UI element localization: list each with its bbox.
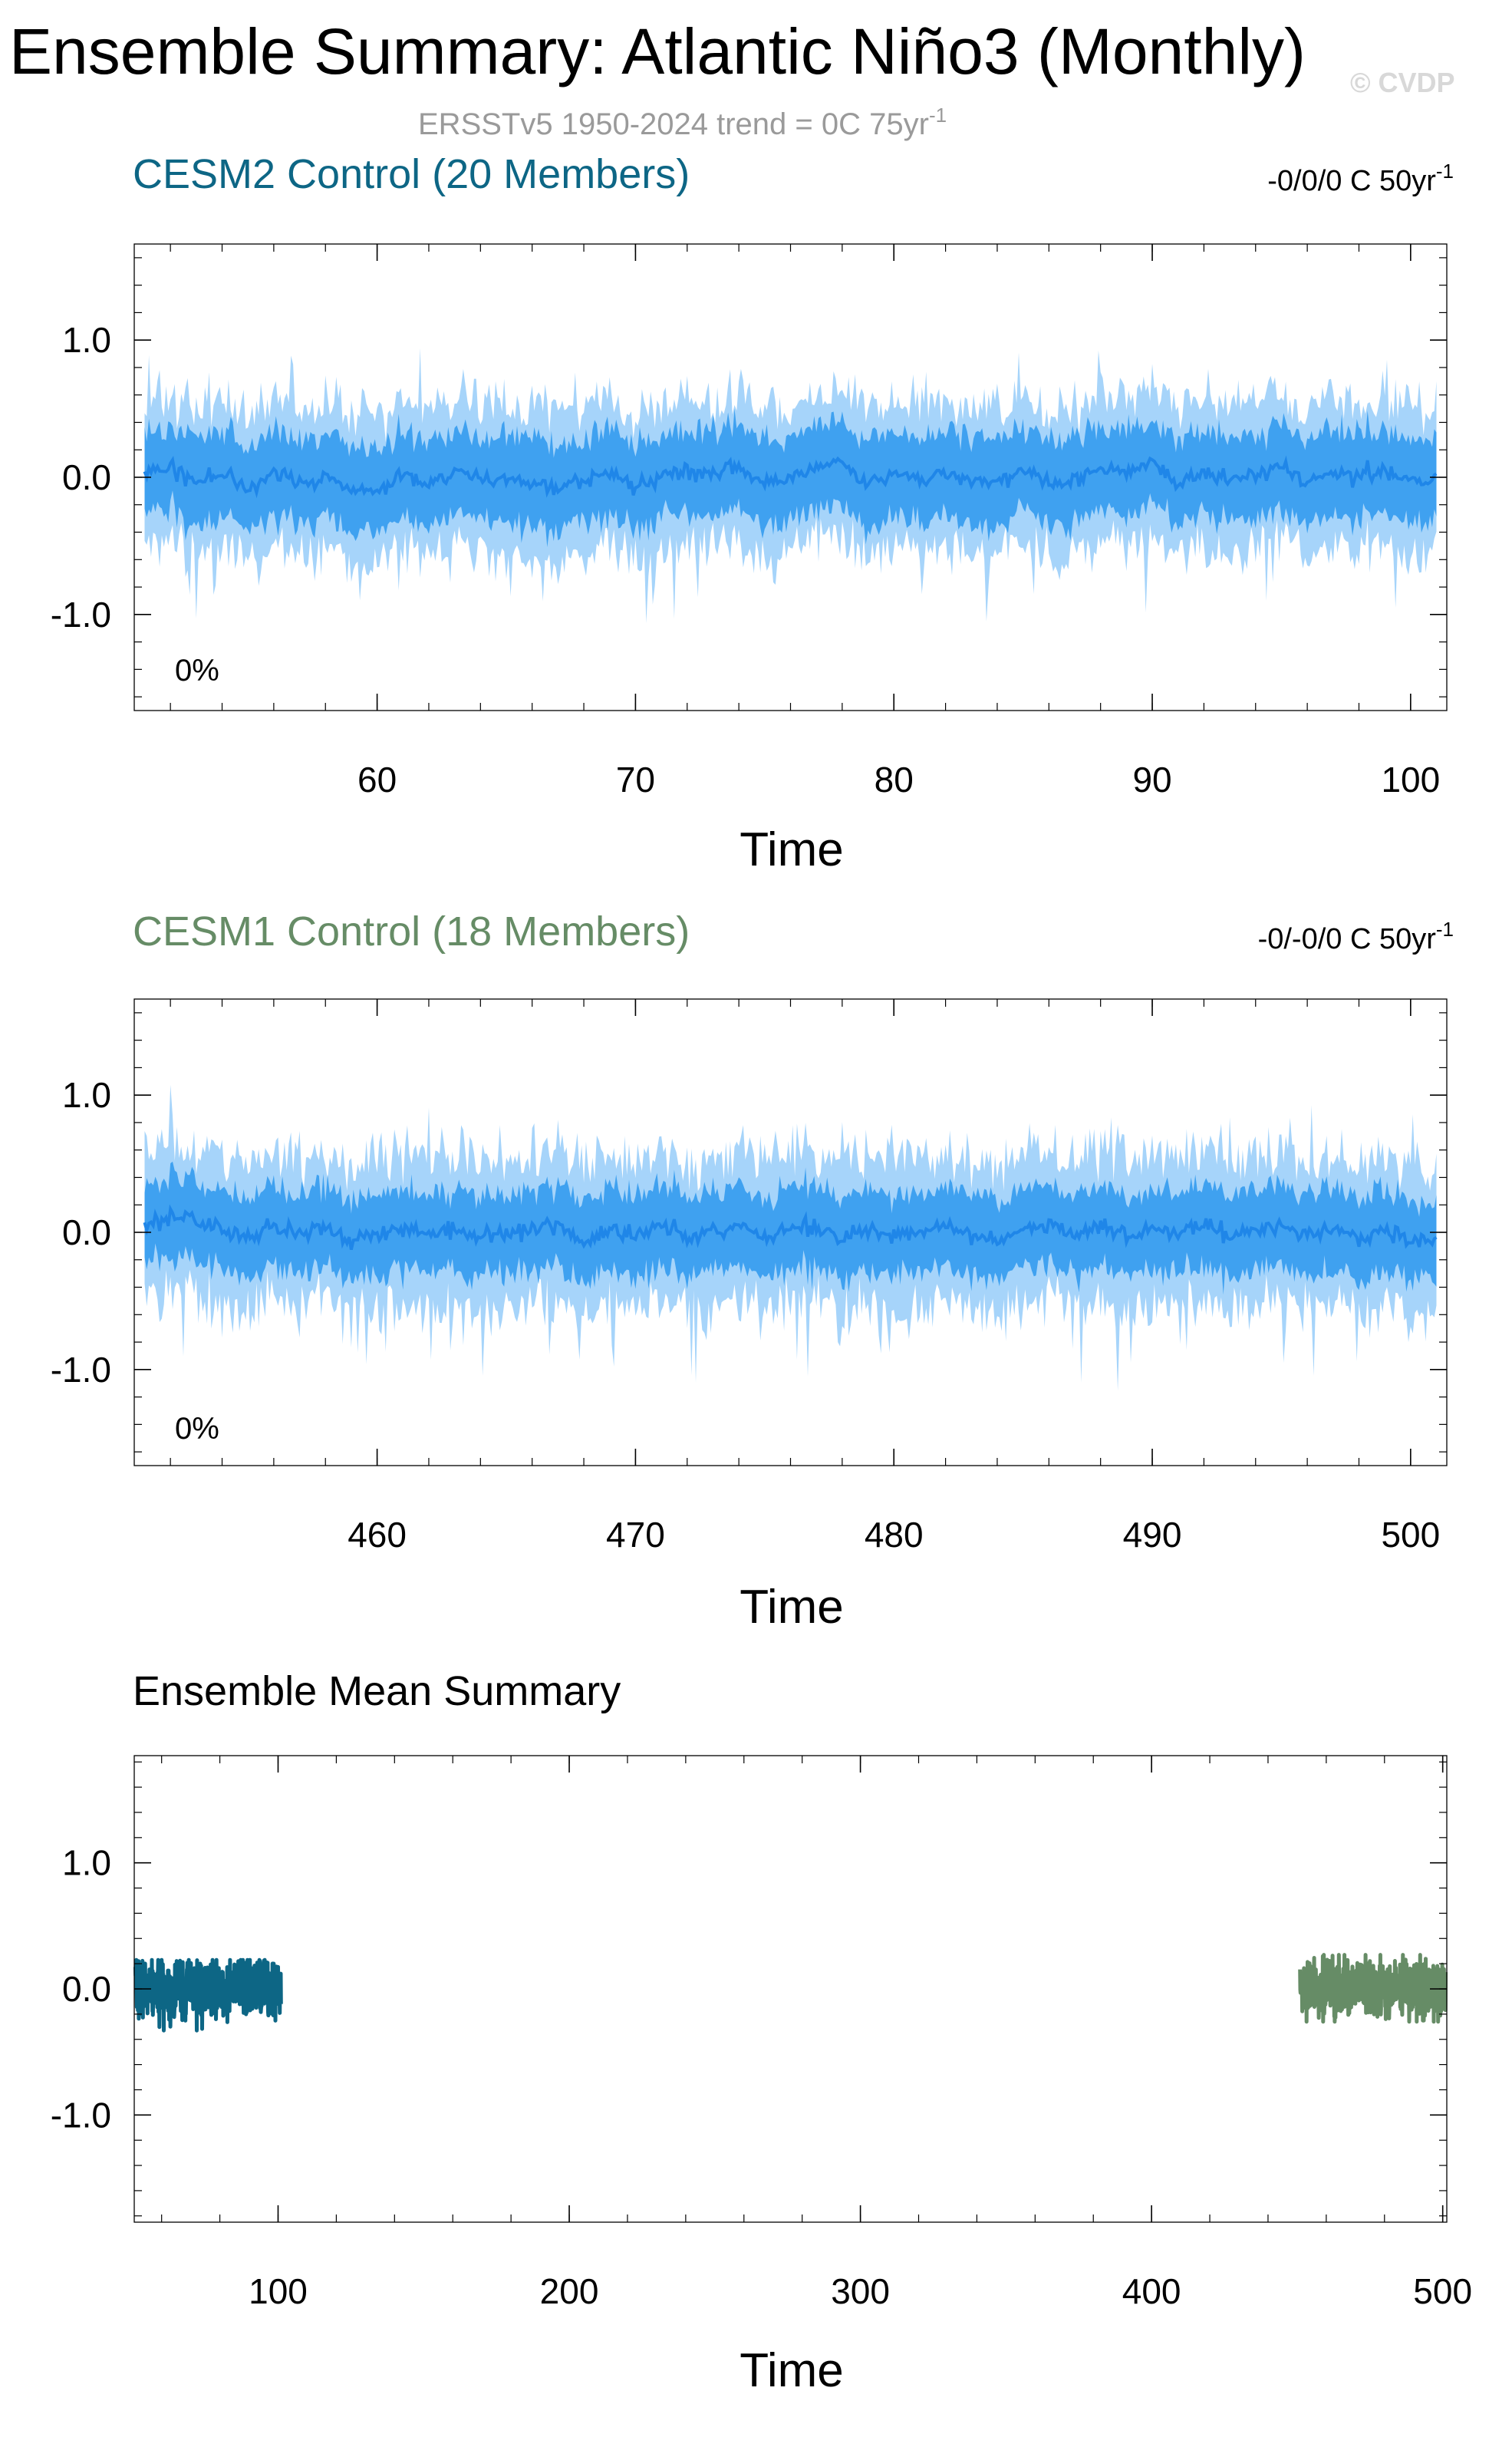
panel-cesm1-trend-text: -0/-0/0 C 50yr: [1258, 923, 1437, 955]
x-tick-label: 500: [1381, 1515, 1440, 1555]
figure-subtitle-sup: -1: [929, 104, 947, 127]
panel-cesm1-xlabel: Time: [740, 1581, 843, 1634]
x-tick-label: 80: [875, 760, 914, 800]
x-tick-label: 480: [865, 1515, 924, 1555]
y-tick-label: 1.0: [62, 1843, 111, 1883]
panel-cesm1: CESM1 Control (18 Members) -0/-0/0 C 50y…: [51, 909, 1454, 1634]
y-tick-label: 1.0: [62, 1075, 111, 1115]
x-tick-label: 500: [1413, 2271, 1472, 2311]
ensemble-mean-line: [143, 1204, 1438, 1251]
y-tick-label: 0.0: [62, 1212, 111, 1252]
y-tick-label: 0.0: [62, 1969, 111, 2009]
panel-cesm1-plot: 460 470 480 490 500 1.0 0.0 -1.0: [51, 998, 1448, 1555]
panel-ensemble-mean: Ensemble Mean Summary 100 200 300 400 500 1.0…: [51, 1668, 1472, 2397]
x-tick-label: 470: [606, 1515, 665, 1555]
panel-cesm2-trend-text: -0/0/0 C 50yr: [1267, 165, 1436, 197]
x-tick-label: 60: [357, 760, 397, 800]
x-tick-label: 70: [616, 760, 655, 800]
x-tick-label: 100: [249, 2271, 308, 2311]
panel-cesm2-plot: 60 70 80 90 100 1.0 0.0 -1.0: [51, 243, 1448, 800]
y-tick-label: 1.0: [62, 320, 111, 360]
figure-title: Ensemble Summary: Atlantic Niño3 (Monthl…: [9, 15, 1306, 87]
panel-cesm2-xlabel: Time: [740, 823, 843, 876]
series-cesm2: [133, 1957, 283, 2033]
x-tick-label: 100: [1381, 760, 1440, 800]
plot-frame: [133, 1755, 1448, 2223]
panel-cesm2-trend-sup: -1: [1436, 160, 1454, 183]
ensemble-mean-line: [143, 455, 1438, 499]
y-tick-label: -1.0: [51, 2095, 111, 2135]
watermark: © CVDP: [1350, 67, 1455, 98]
figure-subtitle-text: ERSSTv5 1950-2024 trend = 0C 75yr: [418, 107, 929, 141]
x-tick-label: 400: [1122, 2271, 1181, 2311]
x-tick-label: 490: [1123, 1515, 1182, 1555]
panel-ensemble-mean-plot: 100 200 300 400 500 1.0 0.0 -1.0: [51, 1755, 1472, 2311]
series-cesm1: [1298, 1953, 1448, 2024]
y-tick-label: 0.0: [62, 457, 111, 497]
x-tick-label: 90: [1132, 760, 1171, 800]
panel-cesm1-trend-label: -0/-0/0 C 50yr-1: [1258, 918, 1454, 955]
panel-cesm2-trend-label: -0/0/0 C 50yr-1: [1267, 160, 1454, 197]
x-tick-label: 200: [540, 2271, 599, 2311]
panel-cesm1-trend-sup: -1: [1436, 918, 1454, 941]
x-tick-label: 460: [348, 1515, 407, 1555]
panel-cesm2-inset-label: 0%: [175, 654, 219, 688]
panel-cesm1-title: CESM1 Control (18 Members): [133, 909, 690, 955]
panel-cesm1-inset-label: 0%: [175, 1412, 219, 1446]
panel-cesm2-title: CESM2 Control (20 Members): [133, 151, 690, 197]
y-tick-label: -1.0: [51, 1350, 111, 1390]
panel-cesm2: CESM2 Control (20 Members) -0/0/0 C 50yr…: [51, 151, 1454, 876]
x-tick-label: 300: [831, 2271, 890, 2311]
panel-ensemble-mean-xlabel: Time: [740, 2344, 843, 2397]
figure-subtitle: ERSSTv5 1950-2024 trend = 0C 75yr-1: [418, 104, 947, 141]
panel-ensemble-mean-title: Ensemble Mean Summary: [133, 1668, 621, 1714]
y-tick-label: -1.0: [51, 595, 111, 635]
